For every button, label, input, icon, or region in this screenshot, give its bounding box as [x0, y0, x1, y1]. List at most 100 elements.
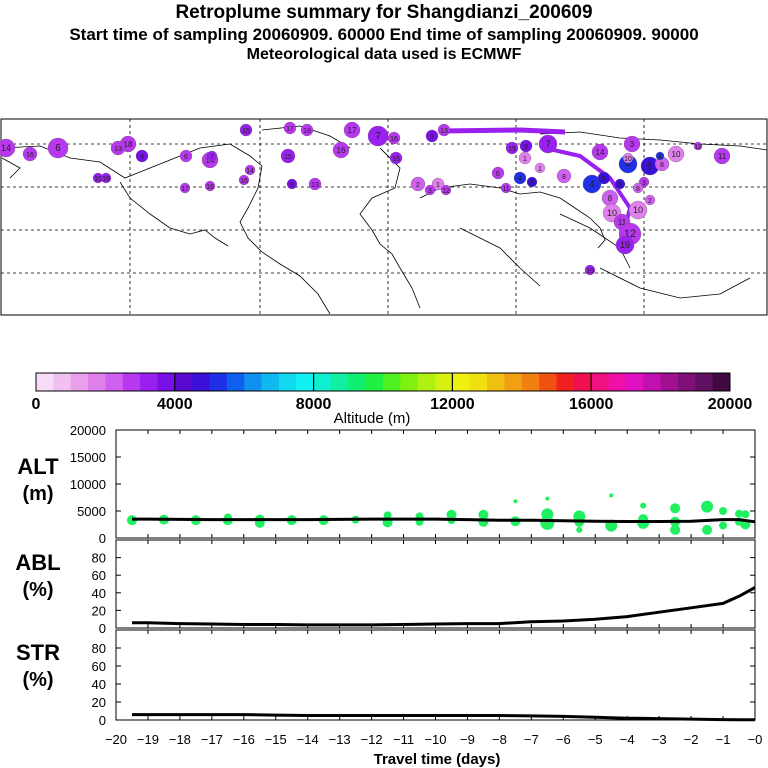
x-tick-label: −5 — [588, 732, 603, 747]
blob-day-label: 9 — [524, 144, 528, 151]
altitude-blob — [526, 176, 538, 188]
x-tick-label: −16 — [233, 732, 255, 747]
alt-point — [702, 524, 713, 535]
alt-point — [735, 509, 744, 518]
blob-day-label: 7 — [210, 154, 214, 161]
colorbar-tick-label: 8000 — [296, 396, 332, 413]
blob-day-label: 16 — [26, 152, 34, 159]
x-tick-label: −8 — [492, 732, 507, 747]
colorbar-cell — [608, 373, 627, 391]
blob-day-label: 14 — [596, 148, 605, 157]
colorbar-cell — [365, 373, 384, 391]
altitude-blob — [591, 143, 609, 161]
blob-day-label: 6 — [496, 171, 500, 178]
blob-day-label: 7 — [545, 139, 550, 149]
colorbar-cell — [383, 373, 401, 391]
altitude-blob — [584, 264, 596, 276]
blob-day-label: 8 — [660, 162, 664, 169]
altitude-blob — [556, 168, 572, 184]
altitude-blob — [47, 137, 69, 159]
blob-day-label: 2 — [416, 182, 420, 189]
blob-day-label: 14 — [246, 168, 254, 175]
blob-day-label: 8 — [562, 174, 566, 181]
x-axis-title: Travel time (days) — [374, 751, 501, 768]
blob-day-label: 18 — [303, 128, 311, 135]
y-tick-label: 5000 — [77, 504, 106, 519]
y-tick-label: 60 — [92, 659, 106, 674]
blob-day-label: 3 — [428, 188, 432, 195]
str-panel: 80 60 40 20 0 STR (%) — [16, 629, 756, 728]
blob-day-label: 13 — [440, 128, 448, 135]
x-tick-label: −15 — [265, 732, 287, 747]
x-tick-label: −13 — [329, 732, 351, 747]
altitude-blob — [628, 200, 648, 220]
x-tick-label: −20 — [105, 732, 127, 747]
blob-day-label: 13 — [311, 182, 319, 189]
altitude-blob — [655, 151, 665, 161]
y-tick-label: 15000 — [70, 450, 106, 465]
colorbar-cell — [88, 373, 106, 391]
blob-day-label: 4 — [589, 179, 594, 189]
altitude-blob — [623, 135, 641, 153]
panel-yunit: (m) — [22, 483, 53, 505]
colorbar-cell — [469, 373, 488, 391]
blob-day-label: 19 — [620, 240, 630, 250]
colorbar-cell — [70, 373, 89, 391]
alt-point — [513, 499, 518, 504]
blob-day-label: 14 — [1, 143, 11, 153]
altitude-blob — [179, 182, 191, 194]
colorbar-cell — [521, 373, 540, 391]
y-tick-label: 60 — [92, 568, 106, 583]
alt-point — [719, 507, 728, 515]
alt-point — [640, 502, 647, 509]
altitude-blob — [622, 152, 634, 164]
blob-day-label: 1 — [538, 166, 542, 173]
altitude-blob — [343, 121, 361, 139]
x-tick-label: −7 — [524, 732, 539, 747]
colorbar-cell — [625, 373, 644, 391]
panel-frame — [115, 629, 756, 721]
colorbar-cell — [660, 373, 679, 391]
y-tick-label: 20000 — [70, 423, 106, 438]
alt-point — [670, 524, 681, 535]
y-tick-label: 40 — [92, 586, 106, 601]
colorbar-cell — [591, 373, 610, 391]
y-tick-label: 20 — [92, 695, 106, 710]
blob-day-label: 11 — [718, 152, 727, 161]
altitude-blob — [387, 131, 401, 145]
altitude-blob — [179, 149, 193, 163]
colorbar-cell — [452, 373, 471, 391]
blob-day-label: 10 — [633, 205, 643, 215]
colorbar-cell — [296, 373, 315, 391]
blob-day-label: 5 — [602, 176, 606, 183]
altitude-blob — [644, 194, 656, 206]
blob-day-label: 12 — [694, 144, 702, 151]
altitude-blob — [582, 174, 602, 194]
altitude-blob — [204, 180, 216, 192]
colorbar-cell — [539, 373, 557, 391]
blob-day-label: 10 — [607, 208, 617, 218]
colorbar-cell — [278, 373, 297, 391]
panel-frame — [115, 539, 756, 629]
colorbar-cell — [643, 373, 662, 391]
altitude-blob — [424, 184, 436, 196]
panel-yunit: (%) — [22, 579, 53, 601]
altitude-blob — [615, 235, 635, 255]
x-tick-label: −11 — [393, 732, 414, 747]
met-data-line: Meteorological data used is ECMWF — [246, 46, 522, 63]
colorbar-cell — [313, 373, 332, 391]
panel-ylabel: STR — [16, 640, 60, 665]
blob-day-label: 6 — [55, 143, 61, 154]
sampling-time-line: Start time of sampling 20060909. 60000 E… — [69, 25, 699, 44]
blob-day-label: 11 — [502, 186, 509, 193]
altitude-blob — [308, 177, 322, 191]
y-tick-label: 10000 — [70, 477, 106, 492]
blob-day-label: 19 — [102, 176, 110, 183]
colorbar-cell — [36, 373, 54, 391]
blob-day-label: 11 — [618, 218, 627, 227]
altitude-blob — [597, 171, 611, 185]
blob-day-label: 15 — [94, 176, 102, 183]
blob-day-label: 9 — [140, 154, 144, 161]
x-tick-label: −1 — [716, 732, 731, 747]
x-tick-label: −4 — [620, 732, 635, 747]
